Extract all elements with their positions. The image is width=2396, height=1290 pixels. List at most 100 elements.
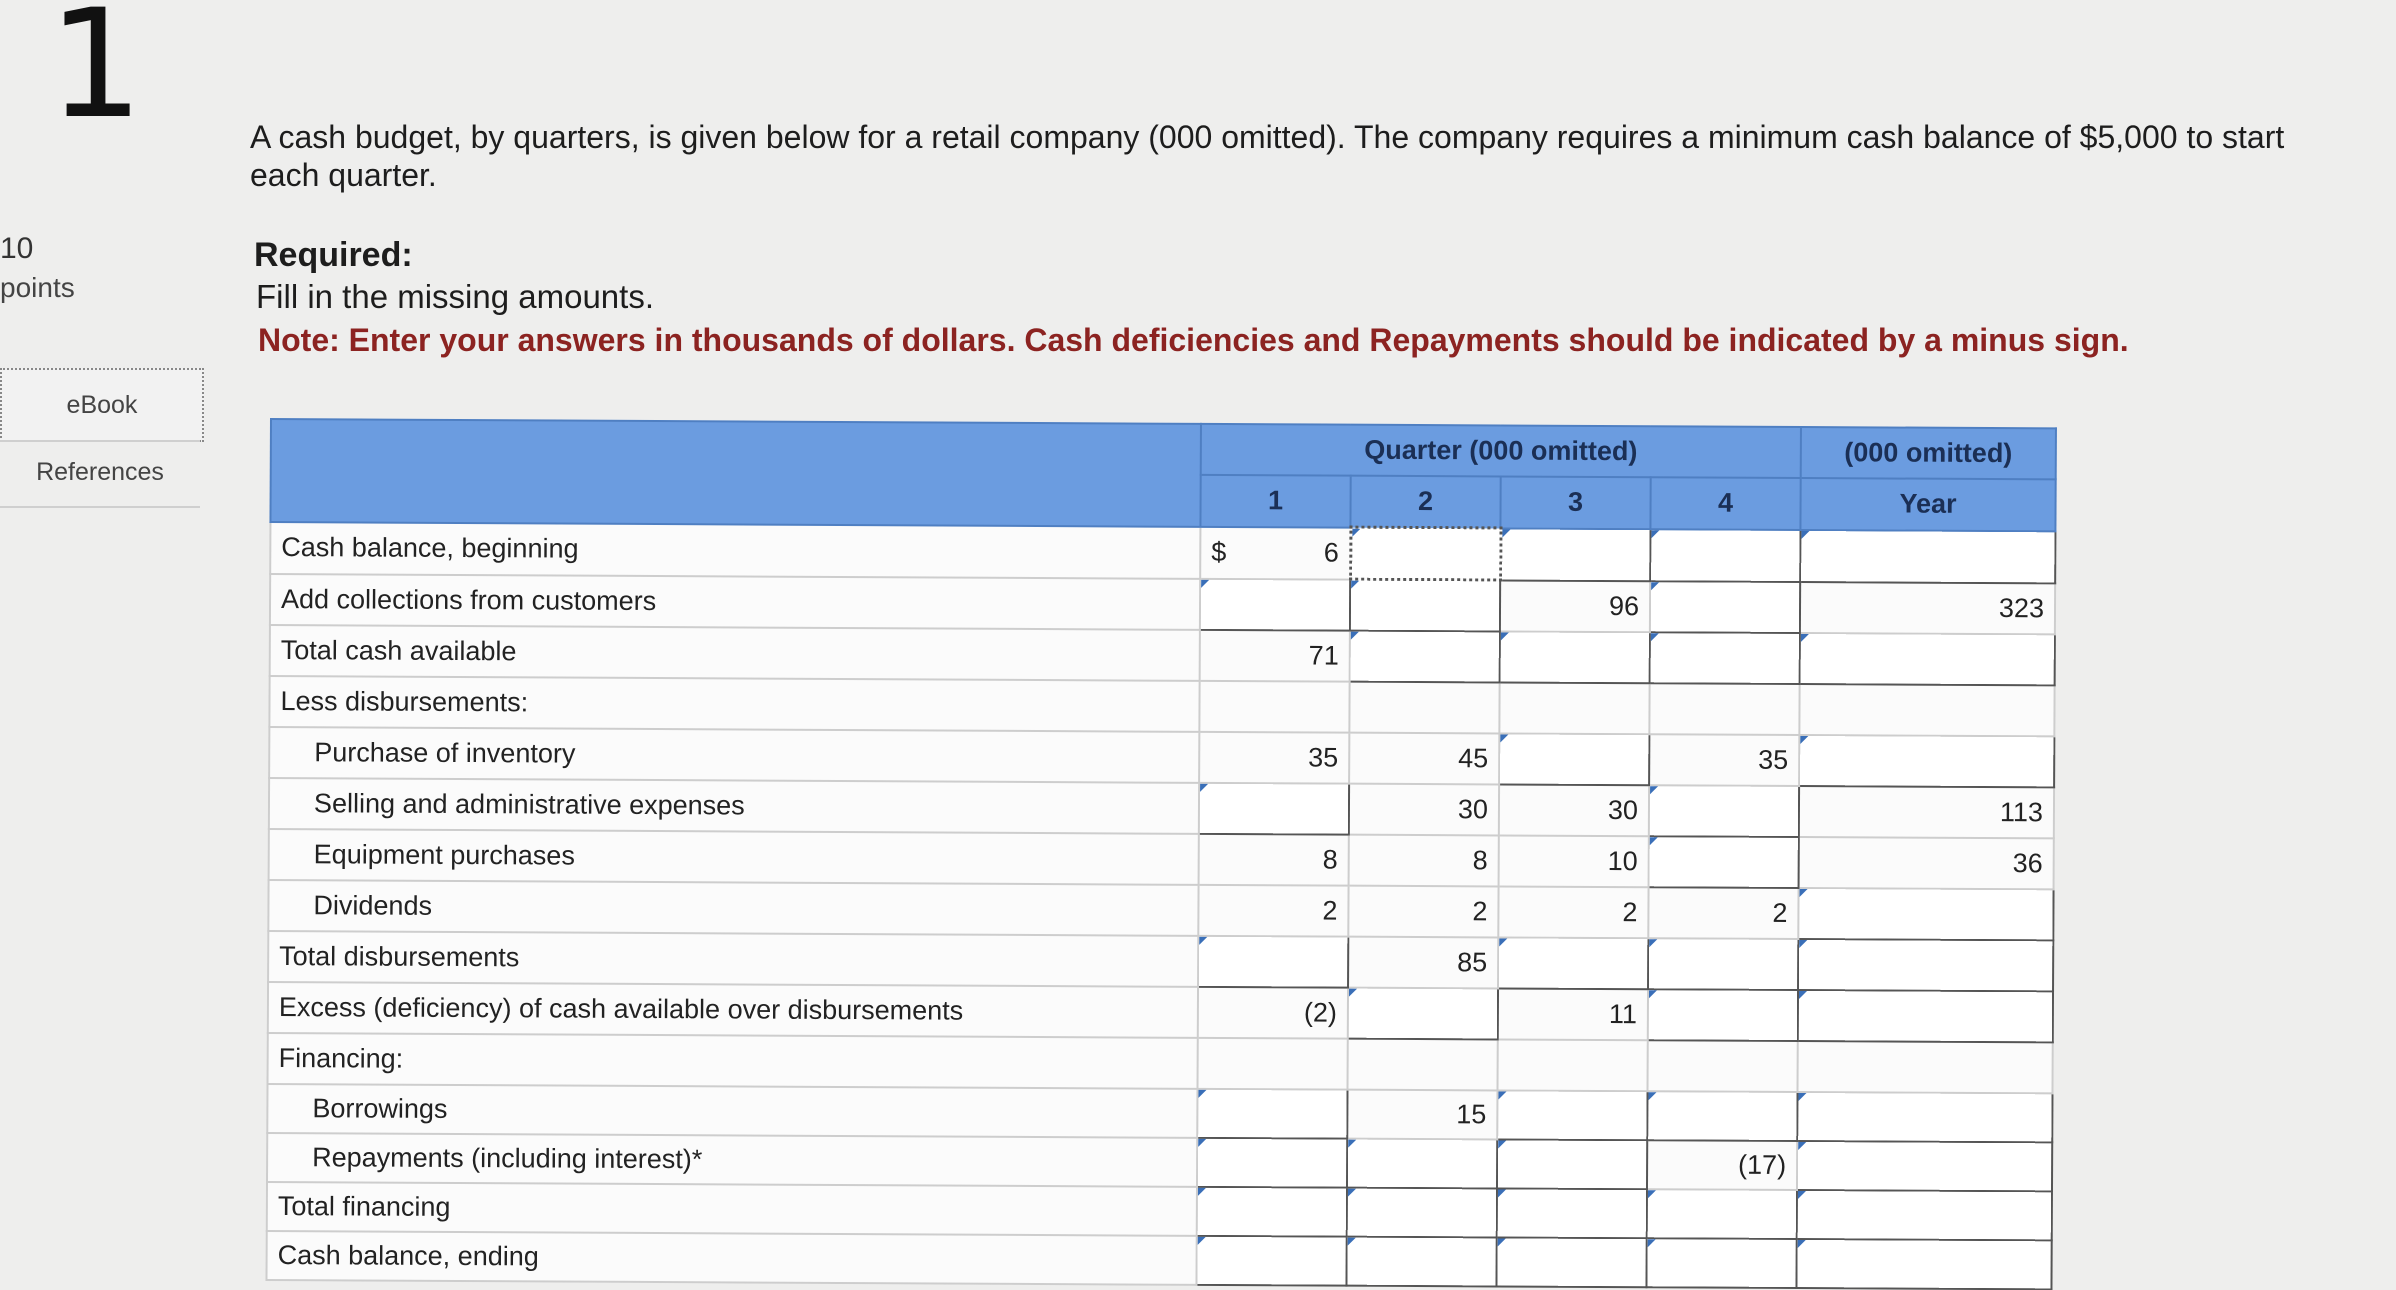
given-value: 8 (1198, 833, 1349, 886)
answer-input[interactable] (1648, 938, 1799, 991)
answer-input[interactable] (1499, 631, 1650, 684)
answer-input[interactable] (1648, 836, 1799, 889)
header-year-top: (000 omitted) (1800, 427, 2056, 480)
answer-input[interactable] (1198, 935, 1349, 988)
given-value: 35 (1649, 734, 1800, 787)
header-quarter: Quarter (000 omitted) (1200, 423, 1801, 479)
answer-input[interactable] (1499, 733, 1650, 786)
cash-budget-table: Quarter (000 omitted) (000 omitted) 1 2 … (265, 418, 2057, 1290)
required-note: Note: Enter your answers in thousands of… (258, 322, 2129, 358)
answer-input[interactable] (1650, 528, 1801, 582)
answer-input[interactable] (1196, 1137, 1348, 1188)
row-label: Total cash available (269, 625, 1200, 681)
answer-input[interactable] (1649, 580, 1801, 634)
table-row: Dividends 2 2 2 2 (268, 879, 2054, 941)
given-value: 30 (1498, 784, 1650, 837)
answer-input[interactable] (1796, 1190, 2052, 1241)
table-row: Cash balance, beginning $6 (270, 521, 2056, 583)
row-label: Cash balance, ending (266, 1230, 1197, 1285)
answer-input[interactable] (1346, 1236, 1497, 1287)
table-row: Purchase of inventory 35 45 35 (269, 727, 2055, 788)
row-label: Excess (deficiency) of cash available ov… (267, 981, 1199, 1038)
answer-input[interactable] (1349, 630, 1500, 683)
answer-input[interactable] (1649, 632, 1800, 685)
currency-symbol: $ (1211, 536, 1227, 568)
table-row: Less disbursements: (269, 676, 2055, 737)
given-value: 36 (1798, 837, 2054, 890)
table-row: Total cash available 71 (269, 625, 2055, 686)
given-value: (2) (1197, 986, 1349, 1039)
answer-input[interactable] (1646, 1189, 1797, 1240)
answer-input[interactable] (1648, 785, 1800, 838)
given-value: 8 (1348, 834, 1499, 887)
answer-input[interactable] (1798, 939, 2054, 992)
row-label: Purchase of inventory (269, 727, 1200, 783)
answer-input[interactable] (1646, 1238, 1797, 1289)
question-number: 1 (48, 0, 144, 152)
answer-input[interactable] (1346, 1187, 1497, 1238)
given-value: 2 (1648, 887, 1799, 940)
header-blank (270, 419, 1201, 527)
answer-input[interactable] (1796, 1141, 2053, 1192)
header-year: Year (1800, 478, 2056, 531)
given-value: $6 (1200, 526, 1351, 580)
given-value: 96 (1499, 579, 1651, 633)
required-text: Fill in the missing amounts. (256, 278, 654, 315)
given-value: 71 (1199, 629, 1350, 682)
header-q3: 3 (1500, 476, 1651, 529)
answer-input[interactable] (1199, 578, 1351, 631)
answer-input[interactable] (1496, 1237, 1647, 1288)
answer-input[interactable] (1496, 1188, 1647, 1239)
table-row: Cash balance, ending (266, 1230, 2052, 1290)
table-row: Excess (deficiency) of cash available ov… (267, 981, 2054, 1043)
row-label: Borrowings (267, 1083, 1198, 1138)
given-value: 10 (1498, 835, 1649, 888)
answer-input[interactable] (1347, 987, 1499, 1040)
answer-input[interactable] (1196, 1186, 1347, 1237)
answer-input[interactable] (1796, 1239, 2052, 1290)
references-link[interactable]: References (0, 440, 200, 508)
answer-input[interactable] (1799, 735, 2055, 788)
answer-input[interactable] (1198, 782, 1350, 835)
answer-input[interactable] (1798, 888, 2054, 941)
required-heading: Required: (254, 236, 413, 274)
given-value: 30 (1348, 783, 1500, 836)
answer-input[interactable] (1196, 1235, 1347, 1286)
table-row: Total disbursements 85 (268, 930, 2054, 992)
question-prompt: A cash budget, by quarters, is given bel… (250, 119, 2285, 193)
table-row: Equipment purchases 8 8 10 36 (268, 828, 2054, 890)
answer-input[interactable] (1496, 1139, 1648, 1190)
answer-input[interactable] (1800, 529, 2056, 583)
answer-input[interactable] (1498, 937, 1649, 990)
answer-input[interactable] (1350, 527, 1501, 580)
row-label: Repayments (including interest)* (266, 1132, 1198, 1187)
table-row: Financing: (267, 1032, 2053, 1094)
answer-input[interactable] (1647, 989, 1799, 1042)
given-value: 85 (1348, 936, 1499, 989)
header-q2: 2 (1350, 475, 1501, 528)
given-value: 2 (1348, 885, 1499, 938)
answer-input[interactable] (1346, 1138, 1498, 1189)
answer-input[interactable] (1797, 990, 2054, 1043)
header-q4: 4 (1650, 477, 1801, 530)
points-label: points (0, 272, 75, 303)
table-row: Add collections from customers 96 323 (269, 573, 2056, 635)
answer-input[interactable] (1797, 1092, 2053, 1143)
row-label: Less disbursements: (269, 676, 1200, 732)
answer-input[interactable] (1799, 633, 2055, 686)
answer-input[interactable] (1349, 579, 1501, 632)
given-value: (17) (1646, 1140, 1798, 1191)
given-value: 45 (1349, 732, 1500, 785)
row-label: Equipment purchases (268, 828, 1199, 885)
header-q1: 1 (1200, 474, 1351, 528)
row-label: Cash balance, beginning (270, 521, 1201, 579)
answer-input[interactable] (1500, 527, 1651, 581)
answer-input[interactable] (1497, 1090, 1648, 1141)
given-value: 323 (1799, 581, 2056, 635)
ebook-link[interactable]: eBook (0, 368, 204, 442)
row-label: Financing: (267, 1032, 1198, 1089)
given-value: 2 (1198, 884, 1349, 937)
row-label: Total disbursements (268, 930, 1199, 987)
answer-input[interactable] (1647, 1091, 1798, 1142)
answer-input[interactable] (1197, 1088, 1348, 1139)
